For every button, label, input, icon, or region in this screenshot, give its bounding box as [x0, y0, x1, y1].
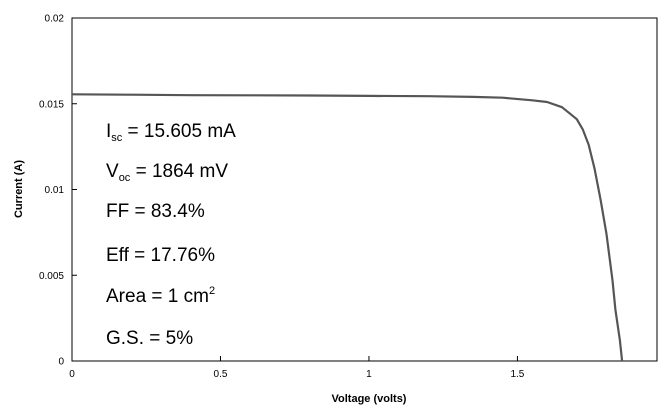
x-tick-label: 0.5 — [214, 369, 228, 380]
annotation-5: G.S. = 5% — [106, 328, 193, 349]
y-axis-label: Current (A) — [13, 160, 25, 218]
y-axis-ticks: 0 0.005 0.01 0.015 0.02 — [39, 14, 77, 368]
annotation-text: G.S. = 5% — [106, 328, 193, 349]
x-tick-label: 1 — [366, 369, 372, 380]
annotation-0: Isc = 15.605 mA — [106, 121, 236, 144]
x-tick-label: 1.5 — [510, 369, 524, 380]
annotation-superscript: 2 — [209, 285, 215, 297]
x-tick-label: 0 — [69, 369, 75, 380]
x-axis-ticks: 0 0.5 1 1.5 — [69, 356, 525, 380]
annotation-2: FF = 83.4% — [106, 201, 205, 222]
annotation-1: Voc = 1864 mV — [106, 161, 228, 184]
plot-area — [71, 17, 658, 362]
y-tick-label: 0.005 — [39, 271, 64, 282]
annotation-text: Eff = 17.76% — [106, 245, 215, 266]
annotation-text: FF = 83.4% — [106, 201, 205, 222]
series-layer — [71, 93, 624, 362]
annotation-subscript: sc — [111, 132, 123, 144]
annotation-3: Eff = 17.76% — [106, 245, 215, 266]
annotation-text: V — [106, 161, 119, 182]
annotation-text: I — [106, 121, 111, 142]
annotation-text: = 1864 mV — [130, 161, 228, 182]
annotation-subscript: oc — [119, 172, 131, 184]
x-axis-label: Voltage (volts) — [332, 393, 407, 405]
y-tick-label: 0.015 — [39, 99, 64, 110]
iv-curve-line — [71, 93, 624, 362]
y-tick-label: 0.02 — [45, 14, 65, 25]
annotation-4: Area = 1 cm2 — [106, 285, 215, 307]
y-tick-label: 0 — [58, 357, 64, 368]
y-tick-label: 0.01 — [45, 185, 65, 196]
annotation-text: Area = 1 cm — [106, 286, 209, 307]
annotation-text: = 15.605 mA — [122, 121, 236, 142]
